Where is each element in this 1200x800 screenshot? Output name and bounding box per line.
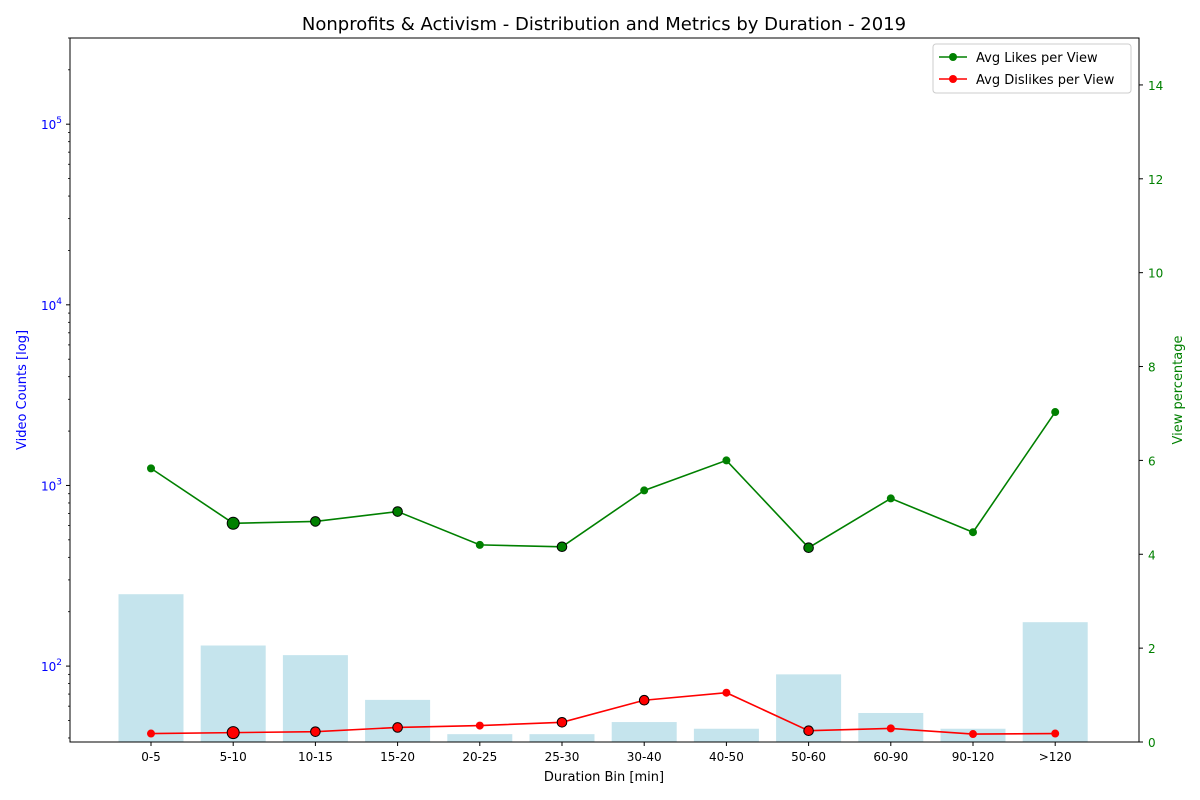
left-axis: 102 103 104 105 [41, 37, 70, 739]
x-axis-label: Duration Bin [min] [544, 770, 664, 785]
bar-40-50 [693, 728, 759, 742]
legend-box [932, 43, 1132, 94]
left-tick-label: 102 [41, 658, 62, 674]
x-axis: 0-5 5-10 10-15 15-20 20-25 25-30 30-40 40-50 50-… [141, 742, 1072, 764]
plot-frame [69, 37, 1140, 743]
bar-20-25 [447, 734, 513, 742]
series-1-point-11 [1051, 729, 1060, 738]
series-0-point-3 [392, 506, 403, 517]
series-1-point-0 [147, 729, 155, 738]
left-tick-label: 104 [41, 297, 62, 313]
series-1-point-10 [969, 730, 977, 739]
series-0-point-11 [1051, 408, 1060, 417]
x-tick-label: 20-25 [462, 750, 497, 764]
right-tick-label: 12 [1148, 173, 1163, 187]
bars-layer [118, 594, 1088, 742]
x-tick-label: 90-120 [952, 750, 995, 764]
x-tick-label: >120 [1039, 750, 1072, 764]
series-0-point-2 [310, 516, 321, 527]
series-1-point-9 [886, 724, 895, 733]
bar-5-10 [200, 645, 266, 742]
bar-0-5 [118, 594, 184, 742]
y-axis-label-right: View percentage [1171, 336, 1186, 445]
right-tick-label: 10 [1148, 267, 1163, 281]
x-tick-label: 0-5 [141, 750, 161, 764]
legend-marker-0 [949, 53, 957, 61]
right-tick-label: 0 [1148, 736, 1156, 750]
right-tick-label: 8 [1148, 361, 1156, 375]
series-0-point-1 [226, 516, 240, 530]
series-1-point-1 [226, 726, 240, 740]
series-line-1 [150, 691, 1056, 735]
right-tick-label: 4 [1148, 548, 1156, 562]
series-0-point-5 [556, 541, 568, 553]
right-tick-label: 14 [1148, 79, 1163, 93]
x-tick-label: 40-50 [709, 750, 744, 764]
x-tick-label: 50-60 [791, 750, 826, 764]
y-axis-label-left: Video Counts [log] [15, 330, 30, 450]
x-tick-label: 5-10 [220, 750, 247, 764]
bar->120 [1022, 622, 1088, 742]
legend: Avg Likes per View Avg Dislikes per View [932, 43, 1132, 94]
series-1-point-5 [556, 716, 568, 728]
series-0-point-4 [475, 540, 484, 549]
series-1-point-8 [803, 725, 814, 737]
series-1-point-4 [475, 721, 484, 730]
series-0-point-8 [803, 542, 814, 553]
series-line-0 [150, 411, 1056, 549]
legend-label-0: Avg Likes per View [976, 51, 1098, 66]
chart-title: Nonprofits & Activism - Distribution and… [302, 14, 906, 35]
right-axis: 0 2 4 6 8 10 12 14 [1139, 79, 1163, 750]
x-tick-label: 10-15 [298, 750, 333, 764]
x-tick-label: 30-40 [627, 750, 662, 764]
series-0-point-0 [147, 464, 155, 473]
x-tick-label: 15-20 [380, 750, 415, 764]
series-1-point-3 [392, 722, 403, 733]
bar-25-30 [529, 734, 595, 742]
left-tick-label: 103 [41, 477, 62, 493]
legend-marker-1 [949, 75, 957, 83]
series-1-point-6 [638, 694, 650, 706]
series-0-point-10 [969, 528, 977, 537]
series-0-point-7 [722, 456, 731, 465]
x-tick-label: 60-90 [873, 750, 908, 764]
series-1-point-7 [722, 688, 731, 697]
bar-30-40 [611, 722, 677, 742]
series-0-point-6 [640, 486, 649, 495]
right-tick-label: 6 [1148, 454, 1156, 468]
right-tick-label: 2 [1148, 642, 1156, 656]
x-tick-label: 25-30 [545, 750, 580, 764]
lines-layer [147, 408, 1060, 740]
series-1-point-2 [310, 726, 321, 737]
legend-label-1: Avg Dislikes per View [976, 73, 1115, 88]
series-0-point-9 [886, 494, 895, 503]
left-tick-label: 105 [41, 116, 62, 132]
bar-15-20 [365, 699, 431, 742]
